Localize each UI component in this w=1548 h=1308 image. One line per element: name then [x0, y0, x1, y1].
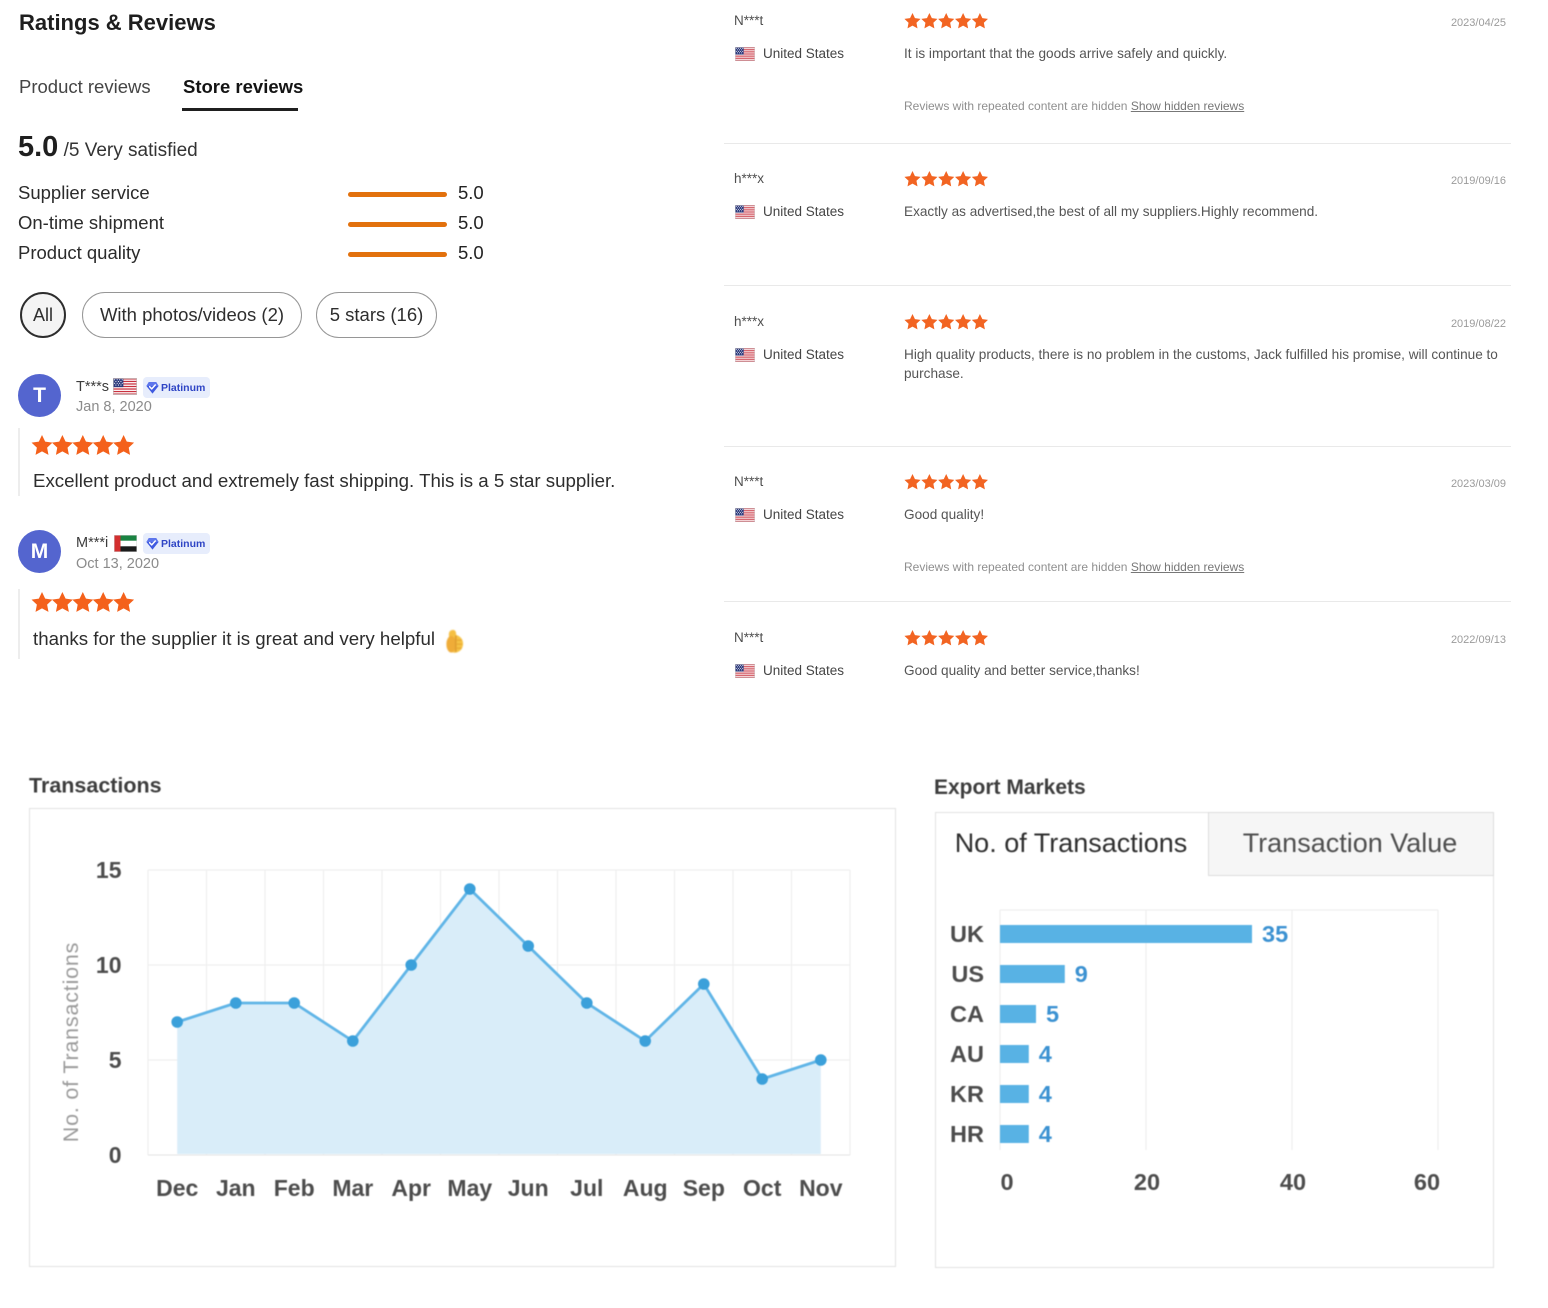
svg-text:UK: UK — [950, 921, 984, 947]
svg-text:0: 0 — [1000, 1169, 1013, 1195]
svg-text:4: 4 — [1039, 1121, 1052, 1147]
svg-text:CA: CA — [950, 1001, 984, 1027]
svg-text:4: 4 — [1039, 1081, 1052, 1107]
svg-text:HR: HR — [950, 1121, 984, 1147]
svg-text:May: May — [447, 1175, 492, 1201]
svg-text:Transaction Value: Transaction Value — [1243, 828, 1458, 858]
svg-text:9: 9 — [1075, 961, 1088, 987]
svg-text:KR: KR — [950, 1081, 984, 1107]
svg-text:Apr: Apr — [391, 1175, 431, 1201]
svg-text:Mar: Mar — [332, 1175, 373, 1201]
svg-text:Oct: Oct — [743, 1175, 782, 1201]
svg-text:35: 35 — [1262, 921, 1288, 947]
svg-text:Transactions: Transactions — [29, 774, 162, 798]
svg-text:US: US — [951, 961, 984, 987]
svg-text:Export Markets: Export Markets — [934, 776, 1086, 799]
svg-text:Dec: Dec — [156, 1175, 198, 1201]
svg-text:5: 5 — [109, 1047, 122, 1073]
svg-text:4: 4 — [1039, 1041, 1052, 1067]
svg-text:10: 10 — [96, 952, 122, 978]
svg-text:Feb: Feb — [274, 1175, 315, 1201]
svg-text:Jun: Jun — [508, 1175, 549, 1201]
svg-text:60: 60 — [1414, 1169, 1440, 1195]
svg-text:AU: AU — [950, 1041, 984, 1067]
svg-text:5: 5 — [1046, 1001, 1059, 1027]
svg-text:Sep: Sep — [683, 1175, 725, 1201]
svg-text:Nov: Nov — [799, 1175, 843, 1201]
svg-text:0: 0 — [109, 1142, 122, 1168]
svg-text:Jan: Jan — [216, 1175, 256, 1201]
svg-text:Jul: Jul — [570, 1175, 603, 1201]
svg-text:No. of Transactions: No. of Transactions — [955, 828, 1188, 858]
svg-text:20: 20 — [1134, 1169, 1160, 1195]
svg-text:No. of Transactions: No. of Transactions — [59, 942, 83, 1142]
svg-text:40: 40 — [1280, 1169, 1306, 1195]
svg-text:15: 15 — [96, 857, 122, 883]
svg-text:Aug: Aug — [623, 1175, 668, 1201]
